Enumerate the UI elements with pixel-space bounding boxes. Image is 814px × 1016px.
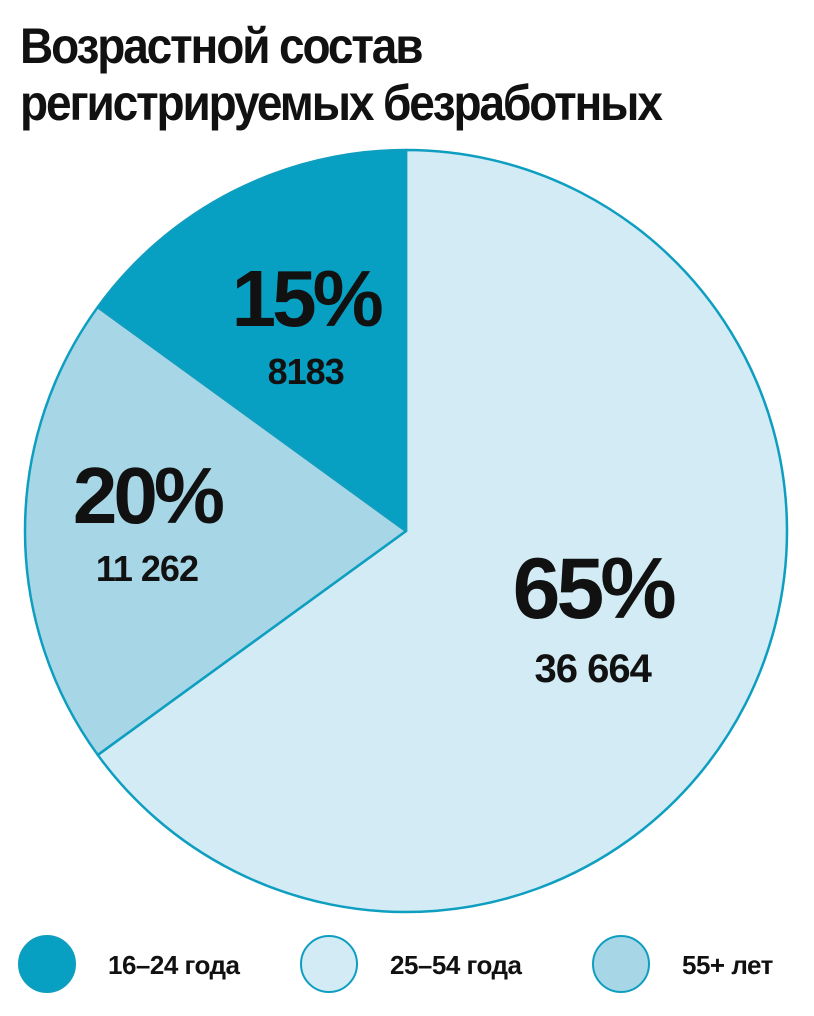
legend: 16–24 года 25–54 года 55+ лет bbox=[0, 930, 814, 1000]
legend-swatch-16-24 bbox=[18, 935, 76, 993]
legend-label-55-plus: 55+ лет bbox=[682, 950, 773, 980]
slice-count-label-25-54: 36 664 bbox=[535, 647, 653, 691]
pie-labels: 65% 36 664 20% 11 262 15% 8183 bbox=[73, 254, 679, 691]
slice-percent-label-25-54: 65% bbox=[513, 541, 676, 637]
legend-swatch-25-54 bbox=[300, 935, 358, 993]
legend-label-25-54: 25–54 года bbox=[390, 950, 522, 980]
chart-title-line-2: регистрируемых безработных bbox=[20, 75, 663, 131]
chart-title-line-1: Возрастной состав bbox=[20, 18, 424, 74]
pie-slice-16-24 bbox=[96, 148, 408, 533]
chart-title: Возрастной состав регистрируемых безрабо… bbox=[20, 18, 738, 132]
pie-slice-55-plus bbox=[23, 305, 408, 757]
slice-percent-label-16-24: 15% bbox=[232, 254, 383, 343]
slice-percent-label-55-plus: 20% bbox=[73, 451, 224, 540]
slice-count-label-55-plus: 11 262 bbox=[96, 548, 198, 589]
slice-count-label-16-24: 8183 bbox=[268, 351, 344, 392]
pie-slices bbox=[23, 148, 789, 914]
legend-swatch-55-plus bbox=[592, 935, 650, 993]
legend-label-16-24: 16–24 года bbox=[108, 950, 240, 980]
pie-slice-25-54 bbox=[96, 148, 789, 914]
